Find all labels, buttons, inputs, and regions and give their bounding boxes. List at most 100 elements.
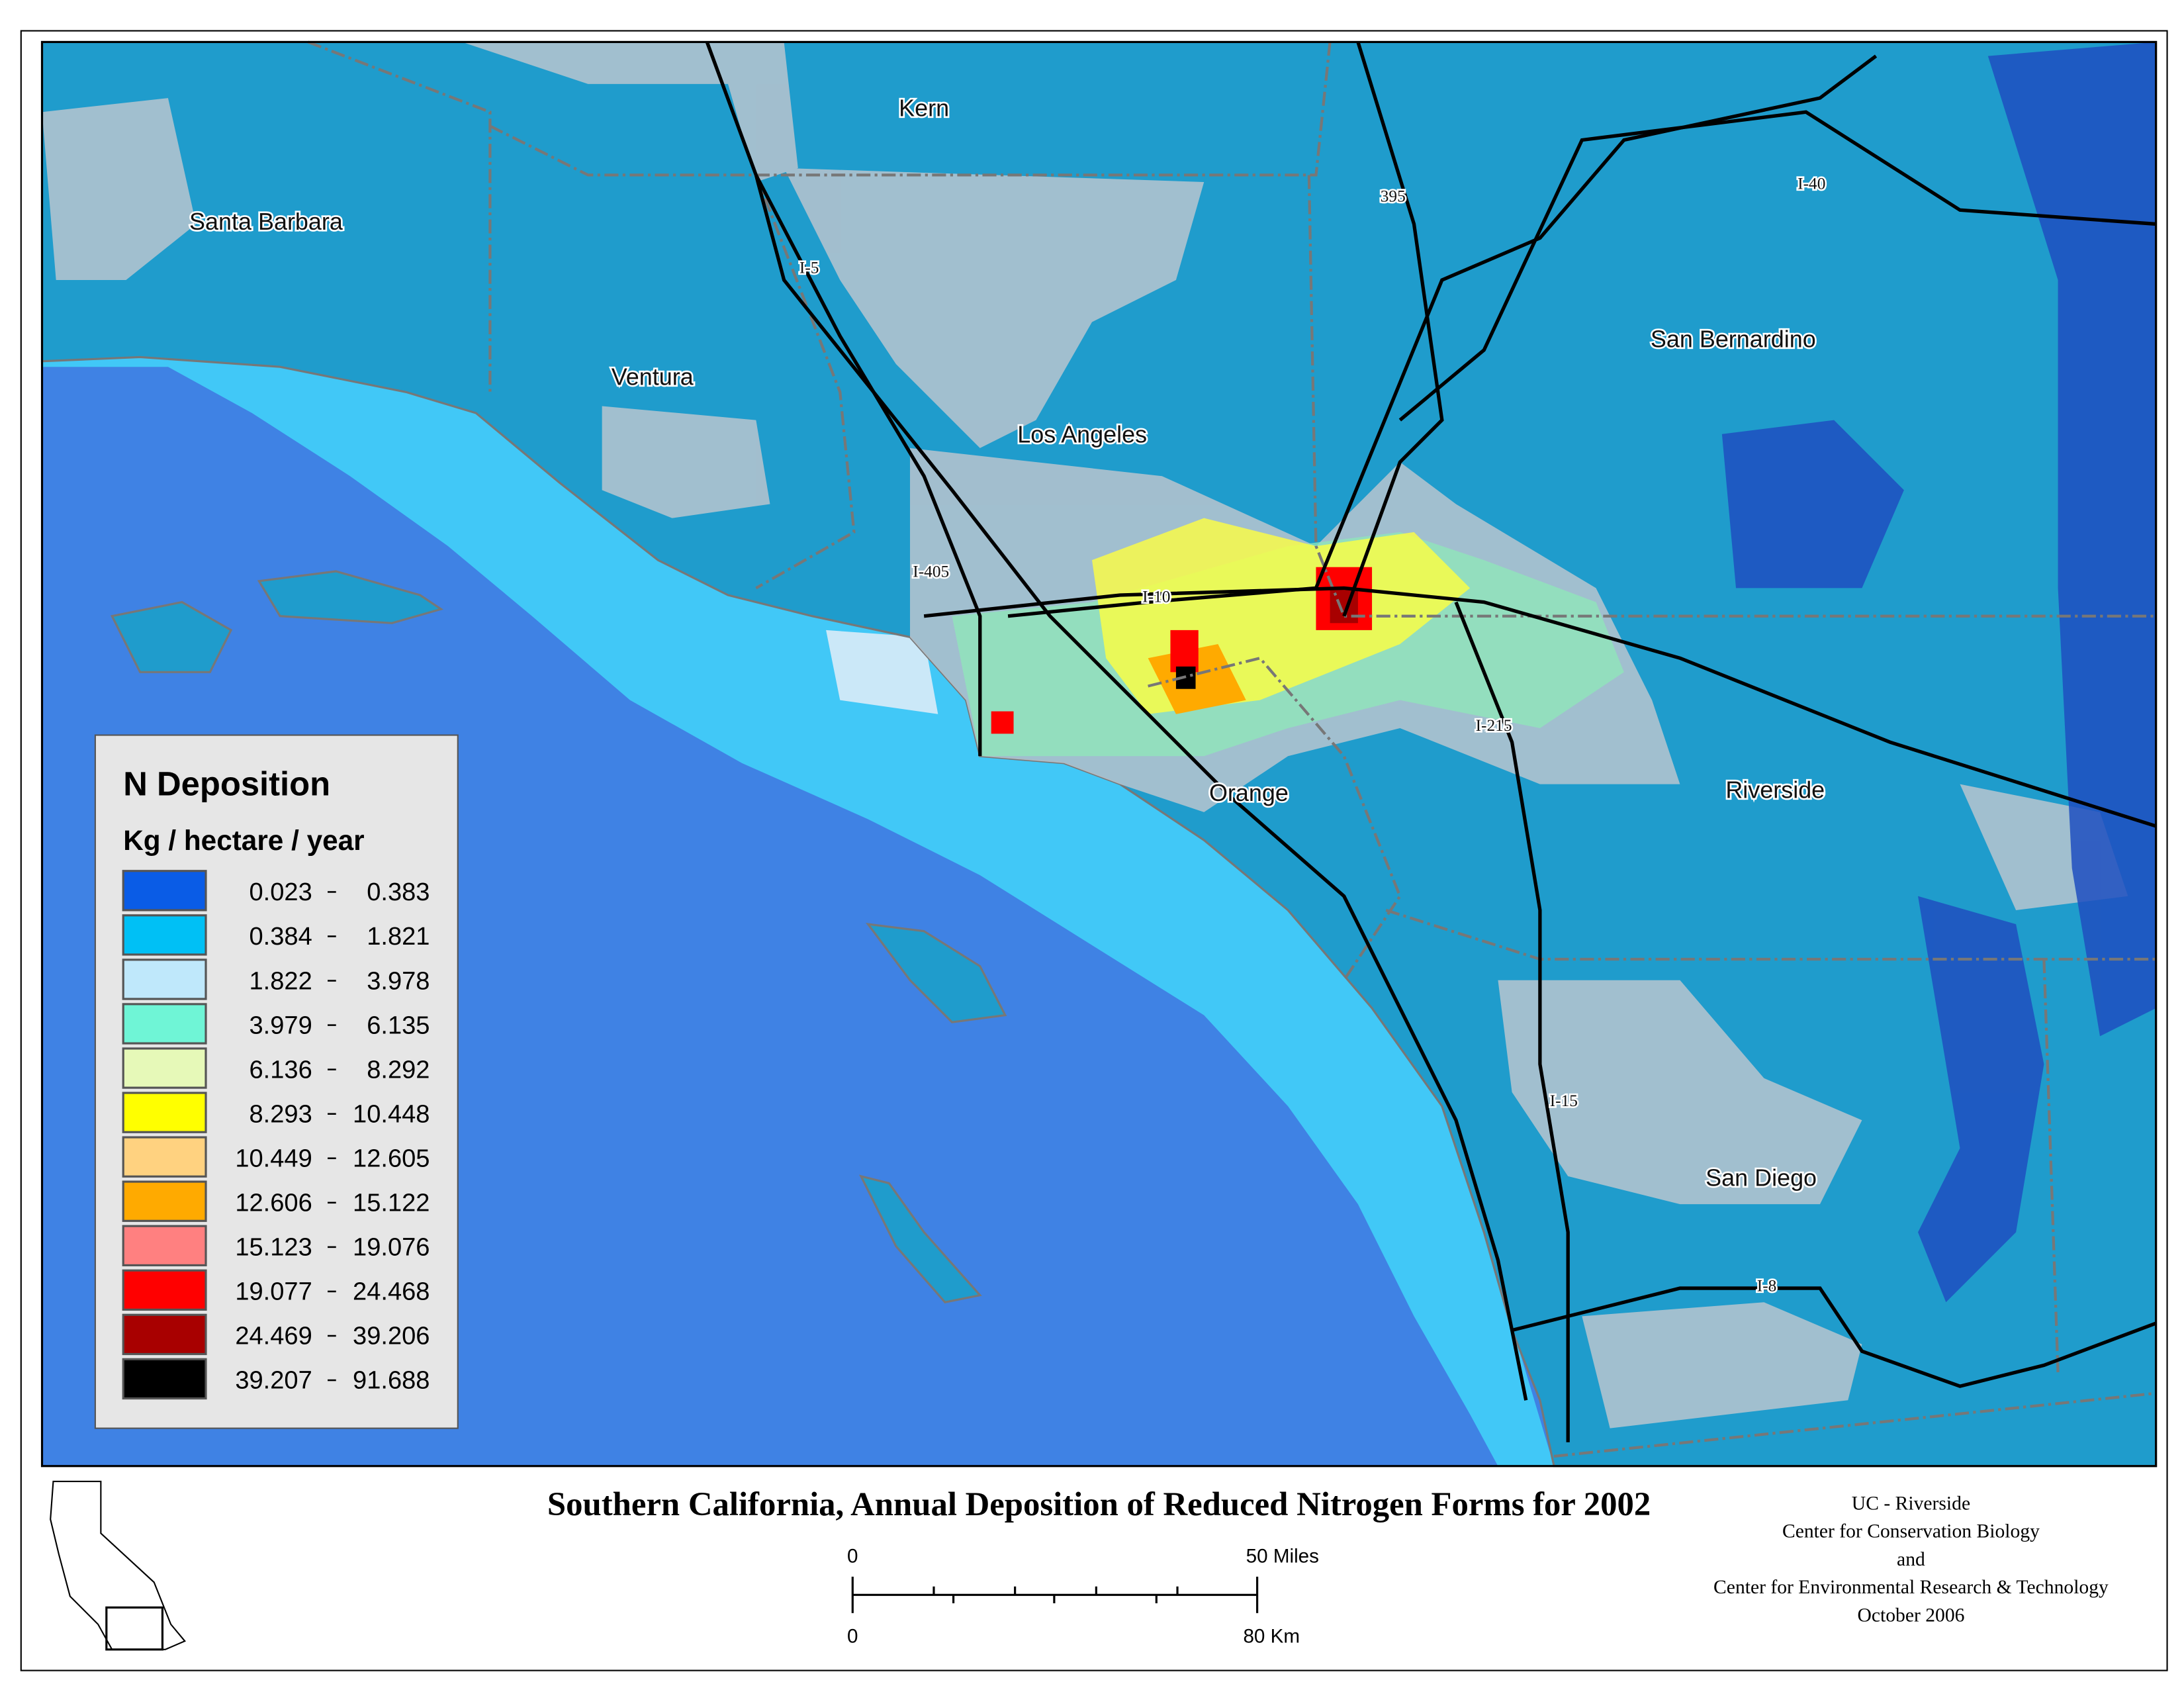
county-line <box>1148 656 1402 981</box>
legend-swatch <box>122 1313 207 1356</box>
legend-to: 6.135 <box>367 1011 430 1039</box>
highway-label: I-10 <box>1142 588 1170 606</box>
legend-from: 39.207 <box>235 1367 312 1395</box>
map-title: Southern California, Annual Deposition o… <box>547 1485 1651 1523</box>
legend-unit: Kg / hectare / year <box>123 825 364 856</box>
highway-line <box>1511 1286 2157 1388</box>
legend-from: 19.077 <box>235 1278 312 1306</box>
highway-label: 395 <box>1381 187 1406 206</box>
legend-swatch <box>122 870 207 912</box>
legend-to: 91.688 <box>353 1367 430 1395</box>
credit-line: Center for Conservation Biology <box>1782 1521 2040 1542</box>
legend-from: 0.384 <box>250 923 312 951</box>
place-label: San Bernardino <box>1651 326 1816 353</box>
coastal-water <box>42 357 1555 1466</box>
county-line <box>307 40 492 393</box>
inset-extent <box>105 1606 164 1651</box>
place-label: Kern <box>899 95 949 122</box>
legend-swatch <box>122 914 207 956</box>
highway-label: I-405 <box>913 563 949 581</box>
legend-to: 19.076 <box>353 1234 430 1262</box>
terrain-patch <box>1498 980 1862 1205</box>
highway-line <box>1342 41 1444 617</box>
hotspot-cell <box>991 711 1014 734</box>
legend-from: 10.449 <box>235 1145 312 1172</box>
legend-to: 0.383 <box>367 878 430 906</box>
upland-patch <box>1918 896 2044 1303</box>
coastal-water-light <box>826 630 938 714</box>
highway-line <box>1007 54 1878 618</box>
place-label: Santa Barbara <box>189 208 343 235</box>
legend-from: 15.123 <box>235 1234 312 1262</box>
highway-line <box>754 174 1528 1401</box>
legend-swatch <box>122 1358 207 1400</box>
legend-to: 15.122 <box>353 1190 430 1217</box>
legend-to: 3.978 <box>367 967 430 995</box>
scale-label: 0 <box>847 1625 858 1647</box>
island <box>257 570 444 624</box>
scale-label: 80 Km <box>1243 1625 1300 1647</box>
dark-blue-uplands <box>1721 42 2156 1303</box>
island <box>859 1174 982 1303</box>
upland-patch <box>1721 420 1904 588</box>
county-line <box>754 174 856 590</box>
legend-swatch <box>122 1269 207 1311</box>
upland-patch <box>1987 42 2156 1037</box>
county-line <box>1307 175 2156 618</box>
legend-title: N Deposition <box>123 765 330 802</box>
place-label: San Diego <box>1706 1164 1817 1192</box>
legend-to: 24.468 <box>353 1278 430 1306</box>
county-line <box>2042 959 2060 1373</box>
place-label: Riverside <box>1725 776 1825 804</box>
place-label: Orange <box>1209 779 1289 806</box>
credit-line: UC - Riverside <box>1852 1493 1970 1514</box>
legend-from: 8.293 <box>250 1100 312 1128</box>
legend-swatch <box>122 1092 207 1133</box>
legend-swatch <box>122 1047 207 1089</box>
place-label: Los Angeles <box>1017 420 1147 447</box>
legend-to: 39.206 <box>353 1323 430 1350</box>
highway-label: I-15 <box>1550 1092 1578 1110</box>
place-label: Ventura <box>612 363 694 391</box>
terrain-patch <box>784 167 1205 448</box>
terrain-patch <box>1582 1302 1862 1429</box>
highway-label: I-40 <box>1797 175 1825 193</box>
highway-line <box>705 41 982 757</box>
legend-to: 8.292 <box>367 1056 430 1084</box>
scale-bar <box>851 1576 1259 1613</box>
legend-swatch <box>122 1225 207 1266</box>
county-line <box>1553 1391 2156 1458</box>
legend-to: 10.448 <box>353 1100 430 1128</box>
credit-line: October 2006 <box>1857 1605 1964 1626</box>
island <box>866 923 1007 1023</box>
legend-from: 0.023 <box>250 878 312 906</box>
county-line <box>489 42 1332 177</box>
legend-from: 24.469 <box>235 1323 312 1350</box>
legend-swatch <box>122 1003 207 1045</box>
hotspot-cell <box>1170 630 1199 673</box>
highway-label: I-5 <box>799 258 819 277</box>
legend-swatch <box>122 1136 207 1178</box>
highway-line <box>1454 601 1570 1442</box>
highways <box>705 41 2157 1442</box>
map-frame <box>40 40 2158 1468</box>
inset-map <box>50 1480 187 1651</box>
islands <box>110 570 1007 1303</box>
credit-line: and <box>1897 1549 1925 1570</box>
highway-label: I-215 <box>1476 716 1512 735</box>
deposition-hotspots <box>952 518 1624 757</box>
highway-label: I-8 <box>1757 1276 1777 1295</box>
terrain-patch <box>462 42 798 182</box>
highway-line <box>923 586 2157 828</box>
terrain-patch <box>42 98 197 281</box>
legend: N Deposition Kg / hectare / year 0.023 0.… <box>94 734 459 1429</box>
legend-to: 1.821 <box>367 923 430 951</box>
credit-line: Center for Environmental Research & Tech… <box>1713 1577 2109 1598</box>
legend-to: 12.605 <box>353 1145 430 1172</box>
legend-swatch <box>122 1180 207 1222</box>
scale-label: 0 <box>847 1546 858 1568</box>
legend-swatch <box>122 959 207 1000</box>
terrain-patch <box>602 406 770 518</box>
